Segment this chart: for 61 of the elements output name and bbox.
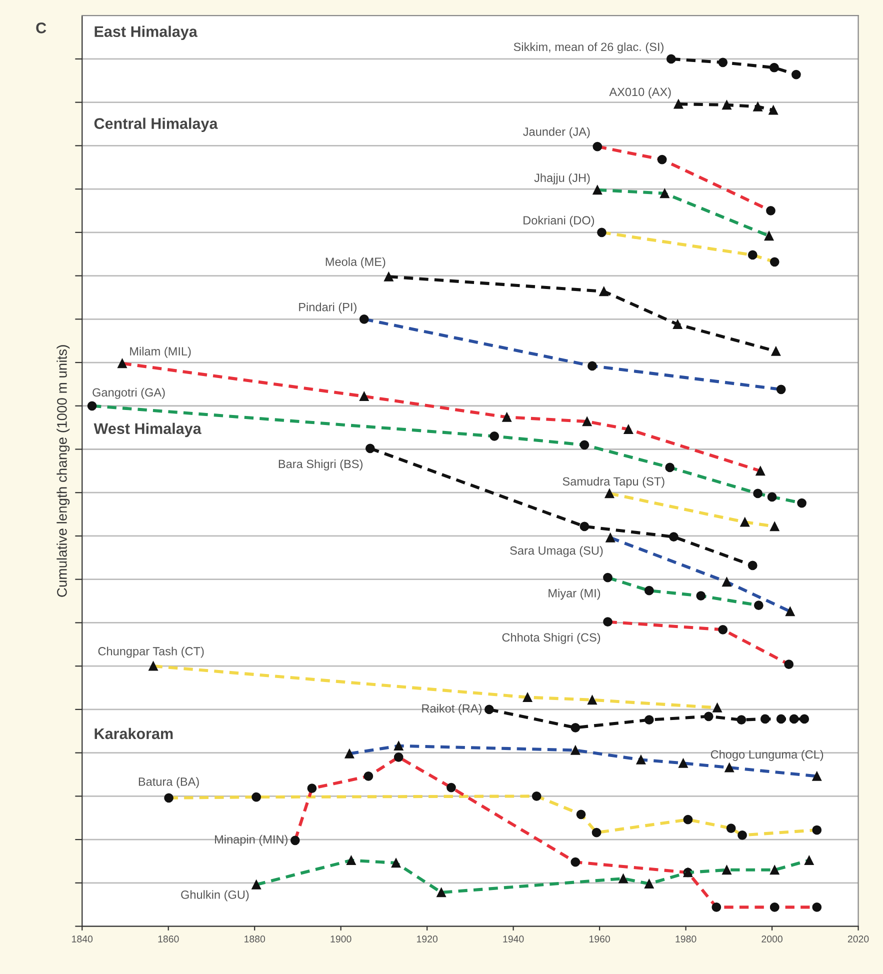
x-tick-label: 2000: [762, 936, 782, 942]
point: [748, 560, 758, 570]
series-label: AX010 (AX): [609, 87, 671, 98]
series-label: Miyar (MI): [548, 588, 600, 600]
series-label: Chungpar Tash (CT): [98, 646, 204, 658]
text: C: [36, 22, 46, 34]
x-tick-label: 1880: [244, 936, 266, 942]
series-label: Sara Umaga (SU): [510, 546, 603, 558]
point: [484, 704, 494, 714]
annotation: West Himalaya: [94, 422, 202, 438]
point: [770, 62, 779, 72]
text: East Himalaya: [94, 26, 198, 40]
series-label: Samudra Tapu (ST): [562, 476, 664, 488]
x-tick-label: 1960: [589, 936, 610, 942]
point: [718, 58, 728, 68]
annotation: Central Himalaya: [94, 118, 218, 132]
point: [776, 714, 786, 724]
x-tick-label: 2020: [848, 936, 869, 942]
series-label: Bara Shigri (BS): [278, 459, 362, 470]
point: [760, 714, 770, 724]
series-label: Milam (MIL): [130, 346, 191, 358]
point: [580, 522, 590, 532]
series-label: Minapin (MIN): [215, 834, 288, 846]
x-tick-label: 1980: [676, 936, 696, 942]
series-label: Gangotri (GA): [92, 388, 165, 399]
series-label: Raikot (RA): [422, 704, 482, 715]
point: [722, 100, 732, 110]
series-label: Batura (BA): [138, 777, 199, 788]
point: [771, 346, 781, 356]
point: [669, 532, 678, 542]
x-tick-label: 1940: [503, 936, 524, 942]
series-label: Chogo Lunguma (CL): [710, 750, 824, 761]
series-label: Ghulkin (GU): [181, 890, 249, 902]
series-label: Sikkim, mean of 26 glac. (SI): [514, 42, 664, 54]
point: [768, 105, 778, 115]
point: [674, 99, 684, 109]
point: [599, 286, 609, 296]
point: [365, 444, 375, 454]
x-tick-label: 1860: [158, 936, 179, 942]
point: [666, 54, 676, 64]
x-tick-label: 1920: [417, 936, 438, 942]
series-label: Meola (ME): [326, 257, 386, 268]
point: [753, 102, 762, 112]
point: [644, 715, 654, 725]
point: [570, 722, 580, 732]
y-axis-title: Cumulative length change (1000 m units): [56, 345, 70, 597]
point: [672, 320, 682, 330]
point: [736, 715, 746, 725]
x-tick-label: 1840: [72, 936, 93, 942]
point: [384, 272, 394, 282]
point: [704, 712, 714, 722]
series-label: Jaunder (JA): [523, 127, 590, 138]
series-label: Jhajju (JH): [534, 173, 590, 184]
x-tick-label: 1900: [330, 936, 352, 942]
point: [791, 70, 801, 80]
point: [800, 714, 810, 724]
point: [789, 714, 799, 724]
series-label: Chhota Shigri (CS): [502, 632, 600, 644]
series-label: Dokriani (DO): [524, 216, 594, 227]
series-label: Pindari (PI): [299, 302, 356, 314]
annotation: Karakoram: [94, 728, 173, 740]
